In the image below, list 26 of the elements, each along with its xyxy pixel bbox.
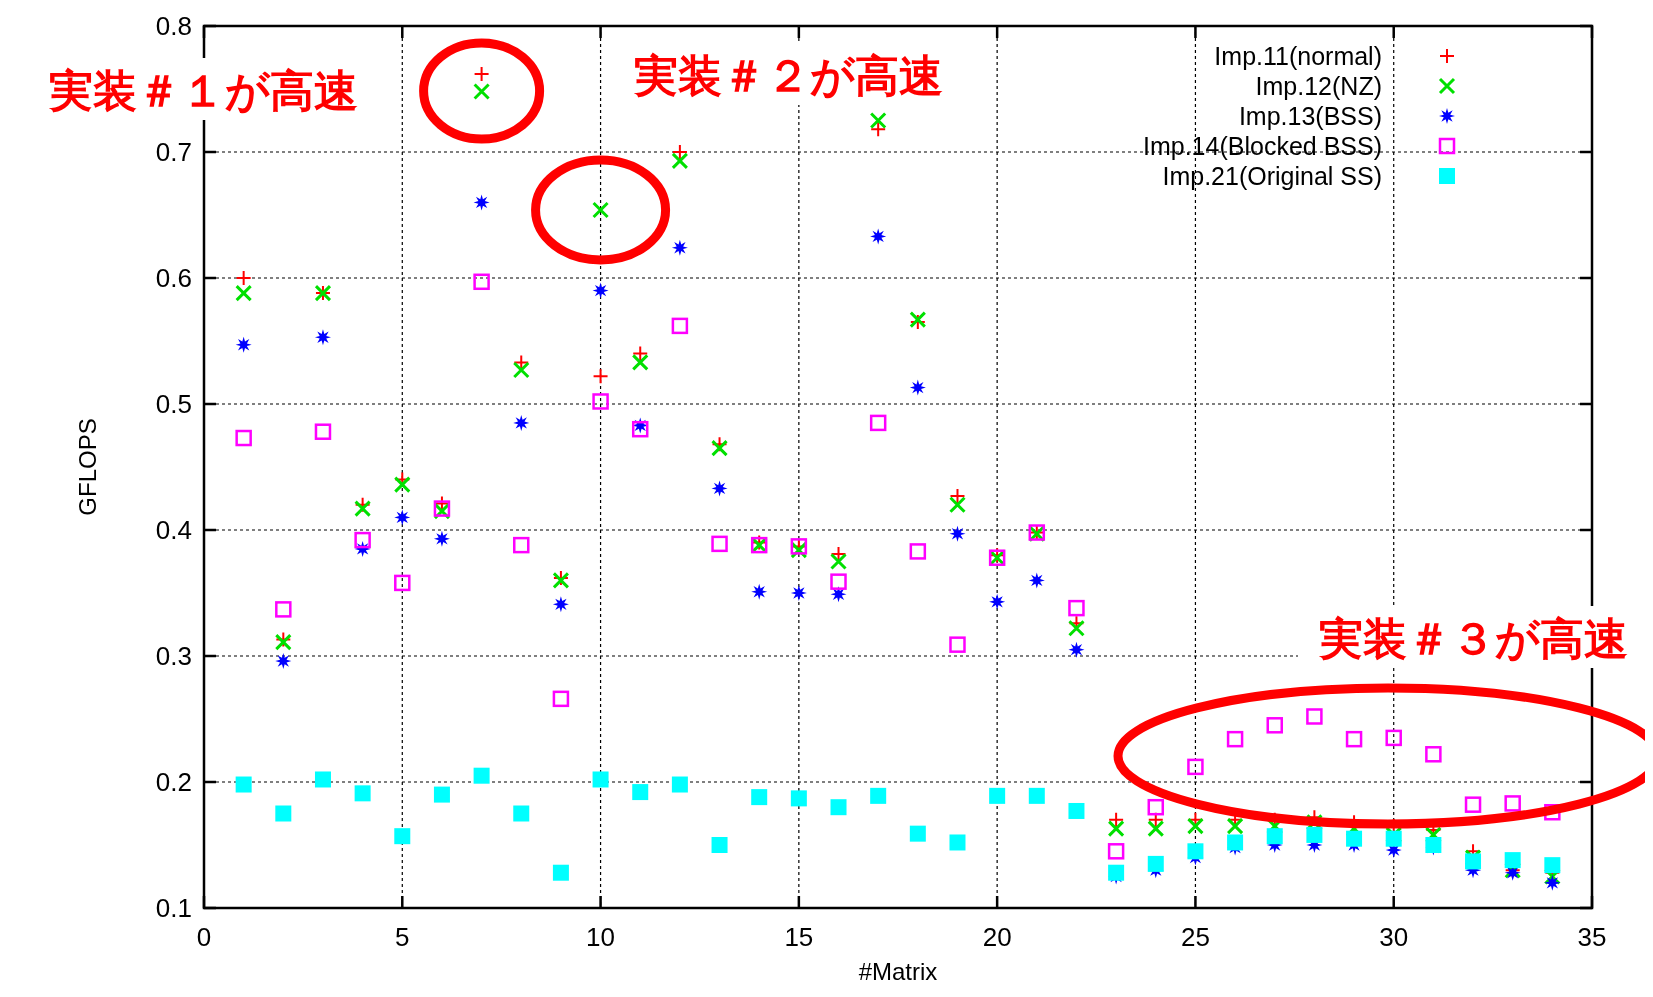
y-axis-title: GFLOPS xyxy=(74,418,101,516)
legend-label: Imp.13(BSS) xyxy=(1238,102,1382,130)
legend-label: Imp.21(Original SS) xyxy=(1162,162,1382,190)
legend-label: Imp.11(normal) xyxy=(1214,42,1382,70)
x-tick-label: 25 xyxy=(1180,922,1210,952)
annotation: 実装＃３が高速 xyxy=(1317,613,1628,664)
y-tick-label: 0.7 xyxy=(155,137,192,167)
x-tick-label: 10 xyxy=(586,922,616,952)
x-tick-label: 35 xyxy=(1577,922,1607,952)
y-tick-label: 0.1 xyxy=(155,893,192,923)
x-tick-label: 30 xyxy=(1379,922,1409,952)
x-tick-label: 5 xyxy=(395,922,410,952)
y-tick-label: 0.3 xyxy=(155,641,192,671)
x-tick-label: 0 xyxy=(196,922,212,952)
y-tick-label: 0.2 xyxy=(155,767,192,797)
legend-label: Imp.12(NZ) xyxy=(1255,72,1382,100)
x-axis-title: #Matrix xyxy=(858,958,938,985)
annotation: 実装＃１が高速 xyxy=(47,65,358,116)
y-tick-label: 0.8 xyxy=(155,11,192,41)
y-tick-label: 0.5 xyxy=(155,389,192,419)
legend-label: Imp.14(Blocked BSS) xyxy=(1143,132,1382,160)
x-tick-label: 20 xyxy=(982,922,1012,952)
y-tick-label: 0.6 xyxy=(155,263,192,293)
x-tick-label: 15 xyxy=(784,922,814,952)
y-tick-label: 0.4 xyxy=(155,515,192,545)
annotation: 実装＃２が高速 xyxy=(632,50,943,101)
